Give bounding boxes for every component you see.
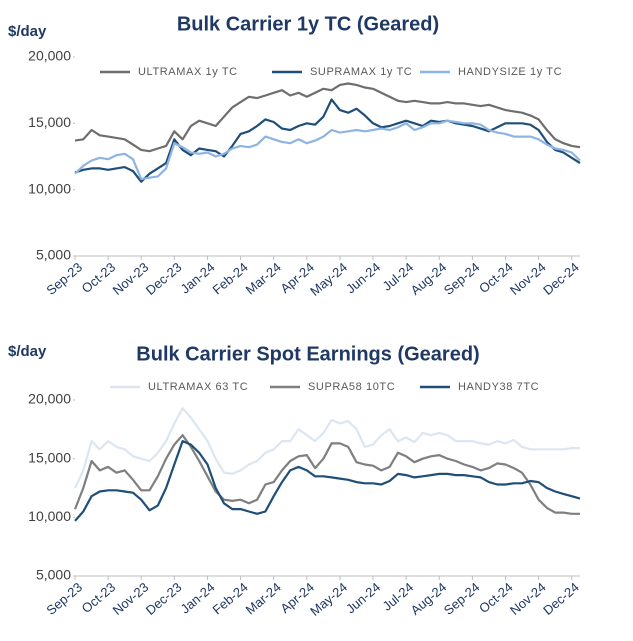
x-tick-label: Sep-24 [441,259,483,297]
x-tick-label: Sep-23 [43,579,85,617]
x-tick-label: Sep-23 [43,259,85,297]
x-tick-label: Nov-24 [507,259,549,297]
x-tick-label: Jun-24 [343,259,383,296]
y-tick-label: 15,000 [28,449,71,465]
x-tick-label: Nov-23 [110,259,152,297]
legend-label: ULTRAMAX 1y TC [138,66,238,78]
x-tick-label: Feb-24 [210,259,251,297]
chart-title: Bulk Carrier Spot Earnings (Geared) [136,343,479,365]
x-tick-label: May-24 [307,579,350,618]
x-tick-label: Feb-24 [210,579,251,617]
y-axis-label: $/day [8,343,47,360]
x-tick-label: Jun-24 [343,579,383,616]
y-tick-label: 20,000 [28,391,71,407]
series-line [74,98,581,183]
legend-label: SUPRAMAX 1y TC [310,66,412,78]
series-line [73,434,580,515]
x-tick-label: Jan-24 [178,259,218,296]
x-tick-label: Jan-24 [178,579,218,616]
x-tick-label: Dec-24 [540,579,582,617]
y-tick-label: 20,000 [28,48,71,64]
y-tick-label: 15,000 [28,114,71,130]
legend-label: ULTRAMAX 63 TC [148,381,248,393]
y-tick-label: 10,000 [28,508,71,524]
y-tick-label: 10,000 [28,180,71,196]
x-tick-label: Aug-24 [408,259,450,297]
legend-label: HANDYSIZE 1y TC [458,66,562,78]
chart-title: Bulk Carrier 1y TC (Geared) [177,13,439,35]
x-tick-label: Aug-24 [408,579,450,617]
y-tick-label: 5,000 [36,247,71,263]
series-line [74,440,581,522]
legend-label: SUPRA58 10TC [308,381,395,393]
x-tick-label: Mar-24 [243,259,284,297]
x-tick-label: Dec-24 [540,259,582,297]
x-tick-label: Sep-24 [441,579,483,617]
y-tick-label: 5,000 [36,567,71,583]
x-tick-label: Dec-23 [143,259,185,297]
x-tick-label: Mar-24 [243,579,284,617]
x-tick-label: May-24 [307,259,350,298]
series-line [74,407,580,489]
x-tick-label: Nov-23 [110,579,152,617]
legend-label: HANDY38 7TC [458,381,539,393]
x-tick-label: Nov-24 [507,579,549,617]
series-line [74,119,581,181]
x-tick-label: Dec-23 [143,579,185,617]
series-line [74,82,581,153]
y-axis-label: $/day [8,23,47,40]
